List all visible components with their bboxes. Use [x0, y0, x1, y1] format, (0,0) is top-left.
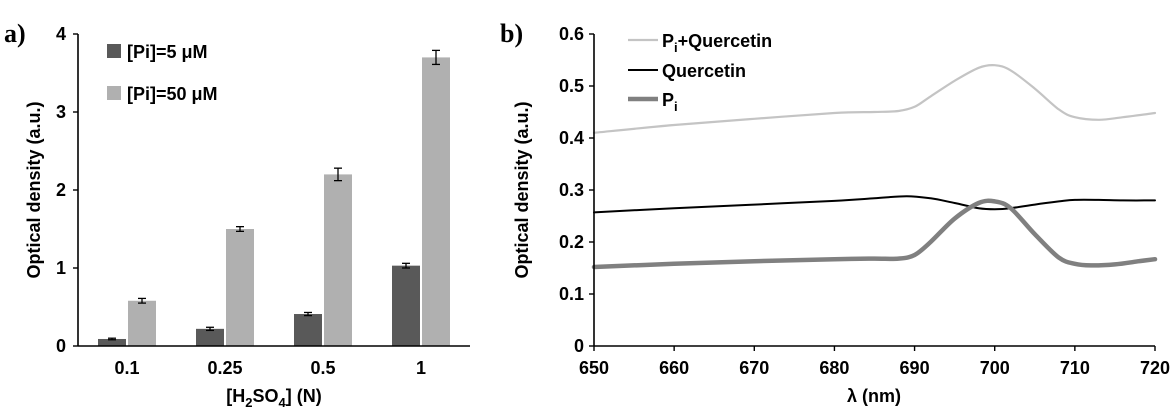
chart-b-x-ticks: 650 660 670 680 690 700 710 720: [579, 346, 1170, 378]
chart-a-x-ticks: 0.1 0.25 0.5 1: [114, 358, 426, 378]
chart-b-series-line-2: [593, 195, 1156, 214]
chart-a-y-tick-label: 3: [56, 102, 66, 122]
chart-a-error-bar: [304, 311, 312, 317]
chart-b-y-tick-label: 0.4: [559, 128, 584, 148]
chart-b-x-tick-label: 660: [659, 358, 689, 378]
chart-a-bars: [98, 57, 450, 347]
chart-b-legend: Pi+Quercetin Quercetin Pi: [628, 31, 772, 114]
chart-a-legend-swatch-1: [107, 44, 121, 58]
chart-b-x-tick-label: 670: [739, 358, 769, 378]
chart-a-y-tick-label: 2: [56, 180, 66, 200]
chart-b-x-tick-label: 690: [900, 358, 930, 378]
chart-b-x-axis-title: λ (nm): [847, 386, 901, 406]
chart-a-error-bars: [108, 49, 440, 341]
chart-b-series-line-1: [592, 63, 1157, 134]
chart-a-legend-label-1: [Pi]=5 μM: [127, 42, 208, 62]
chart-a-bar: [294, 314, 322, 346]
chart-a-y-tick-label: 4: [56, 24, 66, 44]
chart-a-y-ticks: 0 1 2 3 4: [56, 24, 78, 356]
chart-b-legend-label-3: Pi: [662, 90, 678, 114]
chart-a-x-tick-label: 0.1: [114, 358, 139, 378]
chart-b-x-tick-label: 650: [579, 358, 609, 378]
chart-a-x-tick-label: 1: [416, 358, 426, 378]
chart-b-y-ticks: 0 0.1 0.2 0.3 0.4 0.5 0.6: [559, 24, 594, 356]
chart-a-error-bar: [138, 297, 146, 304]
chart-b: b) 0 0.1 0.2 0.3 0.4 0.5 0.6 650 660 670 680 690 70…: [500, 19, 1170, 406]
chart-b-y-tick-label: 0.6: [559, 24, 584, 44]
chart-b-y-tick-label: 0.5: [559, 76, 584, 96]
chart-b-y-tick-label: 0.3: [559, 180, 584, 200]
panel-b-label: b): [500, 19, 523, 48]
chart-b-series-lines: [591, 63, 1158, 270]
chart-a-error-bar: [206, 326, 214, 332]
chart-b-legend-label-1: Pi+Quercetin: [662, 31, 772, 55]
chart-a-error-bar: [236, 226, 244, 232]
chart-a-legend-swatch-2: [107, 86, 121, 100]
chart-a-error-bar: [432, 49, 440, 66]
chart-a-legend: [Pi]=5 μM [Pi]=50 μM: [107, 42, 218, 104]
chart-a: a) 0 1 2 3 4 0.1 0.25 0.5 1 Optical density (a.…: [4, 19, 470, 410]
chart-b-x-tick-label: 700: [980, 358, 1010, 378]
chart-b-y-axis-title: Optical density (a.u.): [512, 101, 532, 278]
chart-a-y-axis-title: Optical density (a.u.): [24, 101, 44, 278]
chart-b-y-tick-label: 0.1: [559, 284, 584, 304]
chart-a-bar: [128, 300, 156, 346]
chart-a-bar: [324, 174, 352, 346]
chart-a-legend-label-2: [Pi]=50 μM: [127, 84, 218, 104]
chart-b-series-line-3: [591, 198, 1158, 270]
panel-a-label: a): [4, 19, 26, 48]
chart-a-bar: [98, 338, 126, 346]
chart-a-bar: [422, 57, 450, 347]
chart-a-error-bar: [402, 262, 410, 269]
chart-a-bar: [196, 328, 224, 346]
chart-b-x-tick-label: 720: [1140, 358, 1170, 378]
chart-b-x-tick-label: 680: [819, 358, 849, 378]
chart-a-x-tick-label: 0.5: [310, 358, 335, 378]
chart-a-error-bar: [334, 167, 342, 182]
chart-b-y-tick-label: 0.2: [559, 232, 584, 252]
chart-a-y-tick-label: 1: [56, 258, 66, 278]
chart-a-bar: [392, 265, 420, 346]
chart-a-x-axis-title: [H2SO4] (N): [226, 386, 321, 410]
chart-b-legend-label-2: Quercetin: [662, 61, 746, 81]
chart-a-y-tick-label: 0: [56, 336, 66, 356]
chart-a-error-bar: [108, 337, 116, 341]
chart-a-bar: [226, 229, 254, 346]
chart-b-y-tick-label: 0: [574, 336, 584, 356]
chart-b-x-tick-label: 710: [1060, 358, 1090, 378]
chart-a-x-tick-label: 0.25: [207, 358, 242, 378]
